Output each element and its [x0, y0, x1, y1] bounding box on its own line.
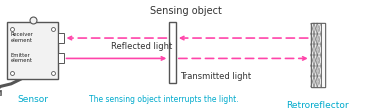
- Bar: [0, 90, 1, 95]
- Text: Sensor: Sensor: [17, 95, 48, 104]
- Text: Reflected light: Reflected light: [111, 42, 172, 51]
- Text: Emitter
element: Emitter element: [10, 52, 32, 63]
- Bar: [311, 23, 325, 87]
- Text: Retroreflector: Retroreflector: [286, 101, 349, 110]
- Bar: [169, 22, 176, 83]
- Text: Sensing object: Sensing object: [150, 6, 222, 16]
- Bar: [311, 23, 321, 87]
- Bar: [58, 53, 64, 63]
- Bar: [7, 22, 58, 79]
- Text: Transmitted light: Transmitted light: [180, 72, 251, 81]
- Text: The sensing object interrupts the light.: The sensing object interrupts the light.: [89, 95, 238, 104]
- Text: Receiver
element: Receiver element: [10, 32, 33, 43]
- Bar: [321, 23, 325, 87]
- Bar: [58, 33, 64, 43]
